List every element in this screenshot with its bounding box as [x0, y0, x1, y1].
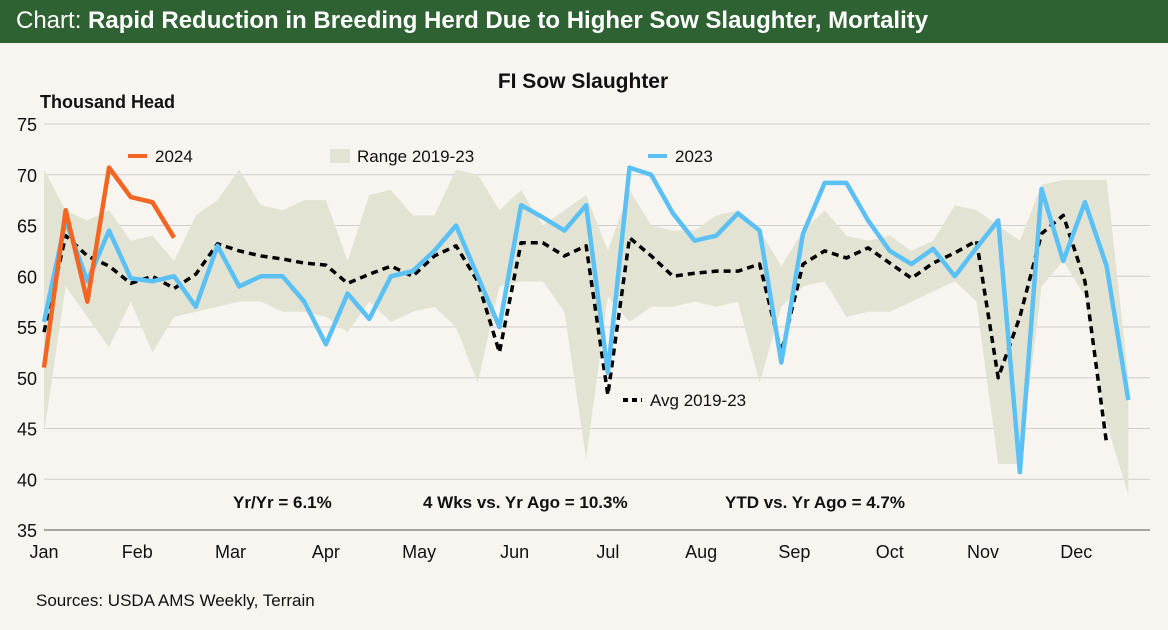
y-tick-label: 65	[17, 217, 37, 237]
x-tick-label: Aug	[685, 542, 717, 562]
annotation-four-wks: 4 Wks vs. Yr Ago = 10.3%	[423, 493, 628, 512]
legend-2024-label: 2024	[155, 147, 193, 166]
x-tick-label: Feb	[122, 542, 153, 562]
x-tick-label: Jan	[29, 542, 58, 562]
x-tick-label: Oct	[876, 542, 904, 562]
chart-header: Chart: Rapid Reduction in Breeding Herd …	[0, 0, 1168, 43]
series-2024	[41, 165, 177, 368]
y-tick-label: 35	[17, 521, 37, 541]
x-tick-label: Nov	[967, 542, 999, 562]
axes: 35 40 45 50 55 60 65 70 75 Jan Feb Mar Apr May Jun Jul A…	[17, 115, 1150, 562]
x-tick-label: Mar	[215, 542, 246, 562]
x-tick-label: May	[402, 542, 436, 562]
x-tick-label: Dec	[1060, 542, 1092, 562]
series-2023	[41, 165, 1131, 475]
stats-annotations: Yr/Yr = 6.1% 4 Wks vs. Yr Ago = 10.3% YT…	[233, 493, 905, 512]
annotation-yoy: Yr/Yr = 6.1%	[233, 493, 332, 512]
y-tick-label: 50	[17, 369, 37, 389]
legend-range-label: Range 2019-23	[357, 147, 474, 166]
range-area-2019-23	[44, 169, 1129, 495]
y-tick-label: 40	[17, 470, 37, 490]
y-tick-label: 55	[17, 318, 37, 338]
y-tick-label: 60	[17, 267, 37, 287]
legend-2023-label: 2023	[675, 147, 713, 166]
annotation-ytd: YTD vs. Yr Ago = 4.7%	[725, 493, 905, 512]
legend-avg-label: Avg 2019-23	[650, 391, 746, 410]
legend-range-swatch	[330, 149, 350, 163]
chart-title: FI Sow Slaughter	[498, 70, 668, 93]
x-tick-label: Jun	[500, 542, 529, 562]
x-tick-label: Sep	[778, 542, 810, 562]
y-tick-label: 45	[17, 420, 37, 440]
y-axis-label: Thousand Head	[40, 92, 175, 112]
legend: 2024 Range 2019-23 2023 Avg 2019-23	[128, 147, 746, 410]
chart-header-title: Chart: Rapid Reduction in Breeding Herd …	[16, 5, 928, 37]
series-lines	[41, 165, 1131, 475]
series-avg-2019-23	[42, 213, 1109, 444]
header-title-text: Rapid Reduction in Breeding Herd Due to …	[88, 7, 929, 34]
y-tick-label: 75	[17, 115, 37, 135]
x-tick-label: Apr	[312, 542, 340, 562]
x-tick-label: Jul	[596, 542, 619, 562]
source-note: Sources: USDA AMS Weekly, Terrain	[36, 591, 315, 610]
header-prefix: Chart:	[16, 7, 82, 34]
y-tick-label: 70	[17, 166, 37, 186]
sow-slaughter-chart: 35 40 45 50 55 60 65 70 75 Jan Feb Mar Apr May Jun Jul A…	[17, 70, 1150, 562]
